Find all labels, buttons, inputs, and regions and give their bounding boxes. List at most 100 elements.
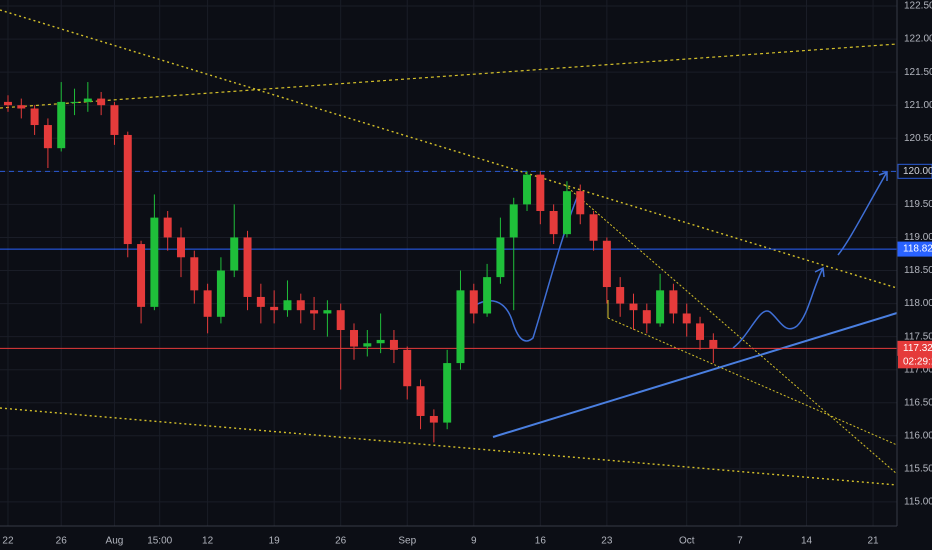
y-tick-label: 116.000 bbox=[904, 430, 932, 441]
trend-line bbox=[0, 9, 898, 289]
candle-body bbox=[363, 343, 372, 347]
candle-body bbox=[709, 339, 718, 349]
support-line bbox=[492, 312, 898, 438]
candle-body bbox=[616, 287, 625, 304]
candle-body bbox=[230, 237, 239, 271]
candle-body bbox=[177, 237, 185, 258]
price-label: 117.323 bbox=[903, 343, 932, 354]
candle-body bbox=[456, 290, 465, 364]
price-label: 120.000 bbox=[903, 166, 932, 177]
candle-body bbox=[270, 306, 279, 311]
candle-body bbox=[669, 290, 678, 314]
candle-body bbox=[70, 101, 79, 103]
candle-body bbox=[549, 210, 558, 235]
price-axis-bg bbox=[897, 0, 932, 550]
candle-body bbox=[602, 240, 611, 288]
y-tick-label: 121.000 bbox=[904, 100, 932, 111]
candle-body bbox=[216, 270, 225, 317]
y-tick-label: 118.000 bbox=[904, 298, 932, 309]
candle-body bbox=[336, 310, 345, 331]
x-tick-label: Oct bbox=[679, 536, 695, 547]
y-tick-label: 122.000 bbox=[904, 34, 932, 45]
x-tick-label: 21 bbox=[867, 536, 879, 547]
countdown-box bbox=[898, 355, 932, 369]
trend-line bbox=[0, 43, 898, 109]
candle-body bbox=[509, 204, 518, 238]
candle-body bbox=[469, 290, 478, 314]
candle-body bbox=[536, 174, 545, 211]
candle-body bbox=[483, 277, 492, 314]
candle-body bbox=[429, 415, 438, 423]
candle-body bbox=[682, 313, 691, 324]
y-tick-label: 117.500 bbox=[904, 331, 932, 342]
candle-body bbox=[57, 101, 66, 149]
candle-body bbox=[443, 363, 452, 423]
candle-body bbox=[83, 98, 92, 102]
x-tick-label: 26 bbox=[335, 536, 347, 547]
y-tick-label: 115.500 bbox=[904, 464, 932, 475]
candle-body bbox=[696, 323, 705, 340]
candle-body bbox=[416, 386, 425, 416]
candle-body bbox=[323, 310, 332, 314]
candle-body bbox=[283, 300, 292, 311]
x-tick-label: 16 bbox=[535, 536, 547, 547]
candle-body bbox=[3, 101, 12, 106]
candle-body bbox=[190, 257, 199, 291]
x-tick-label: 9 bbox=[471, 536, 477, 547]
y-tick-label: 121.500 bbox=[904, 67, 932, 78]
price-label-box bbox=[897, 241, 932, 257]
candle-body bbox=[203, 290, 212, 317]
candle-body bbox=[296, 300, 305, 311]
y-tick-label: 120.500 bbox=[904, 133, 932, 144]
time-axis-bg bbox=[0, 526, 932, 550]
price-label: 118.824 bbox=[903, 244, 932, 255]
countdown-label: 02:29:12 bbox=[903, 356, 932, 367]
candle-body bbox=[523, 174, 532, 205]
candle-body bbox=[137, 244, 146, 307]
candle-body bbox=[589, 214, 598, 241]
x-tick-label: Sep bbox=[398, 536, 416, 547]
candle-body bbox=[496, 237, 505, 278]
y-tick-label: 119.000 bbox=[904, 232, 932, 243]
y-tick-label: 117.000 bbox=[904, 364, 932, 375]
y-tick-label: 118.500 bbox=[904, 265, 932, 276]
x-tick-label: 26 bbox=[56, 536, 68, 547]
candle-body bbox=[642, 310, 651, 324]
projection-curve bbox=[473, 194, 579, 342]
trend-line bbox=[564, 184, 898, 475]
candle-body bbox=[576, 191, 585, 215]
candle-body bbox=[110, 105, 119, 135]
candle-body bbox=[403, 349, 412, 387]
candle-body bbox=[376, 339, 385, 344]
price-lines bbox=[0, 170, 897, 349]
candle-body bbox=[123, 134, 132, 245]
candle-body bbox=[350, 330, 359, 347]
candles bbox=[3, 82, 718, 443]
price-label-box bbox=[897, 163, 932, 179]
y-tick-label: 116.500 bbox=[904, 397, 932, 408]
candle-body bbox=[256, 296, 265, 307]
candle-body bbox=[629, 303, 638, 311]
projection-arrow bbox=[732, 266, 825, 349]
candle-body bbox=[17, 105, 26, 109]
projection-arrow bbox=[837, 170, 888, 256]
candle-body bbox=[562, 191, 571, 235]
x-tick-label: 7 bbox=[737, 536, 743, 547]
candle-body bbox=[656, 290, 665, 324]
candle-body bbox=[243, 237, 252, 297]
trend-line bbox=[0, 407, 898, 486]
x-tick-label: Aug bbox=[106, 536, 124, 547]
x-tick-label: 23 bbox=[601, 536, 613, 547]
candle-body bbox=[389, 339, 398, 350]
trend-line bbox=[607, 317, 898, 446]
candle-body bbox=[30, 108, 39, 126]
candle-body bbox=[163, 217, 172, 238]
candle-body bbox=[43, 125, 52, 149]
x-tick-label: 14 bbox=[801, 536, 813, 547]
x-tick-label: 15:00 bbox=[147, 536, 172, 547]
y-tick-label: 115.000 bbox=[904, 497, 932, 508]
candle-body bbox=[150, 217, 159, 307]
candle-body bbox=[97, 98, 106, 106]
y-tick-label: 122.500 bbox=[904, 1, 932, 12]
